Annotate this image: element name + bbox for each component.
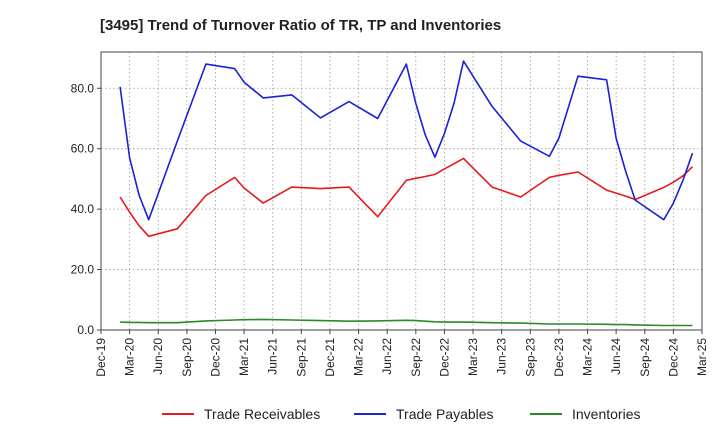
series-line-trade-receivables bbox=[119, 157, 694, 238]
x-tick-label: Jun-21 bbox=[266, 338, 280, 375]
series-lines bbox=[119, 60, 694, 327]
y-axis: 0.0 20.0 40.0 60.0 80.0 bbox=[71, 81, 101, 337]
x-tick-label: Dec-20 bbox=[208, 338, 222, 377]
x-tick-label: Dec-23 bbox=[552, 338, 566, 377]
y-tick-label: 80.0 bbox=[71, 81, 95, 95]
x-tick-label: Jun-22 bbox=[380, 338, 394, 375]
legend-label-trade-payables: Trade Payables bbox=[396, 406, 494, 422]
x-tick-label: Dec-24 bbox=[666, 338, 680, 377]
legend: Trade Receivables Trade Payables Inventori… bbox=[162, 406, 640, 422]
series-line-trade-payables bbox=[119, 60, 694, 221]
y-tick-label: 40.0 bbox=[71, 202, 95, 216]
x-tick-label: Mar-24 bbox=[581, 338, 595, 376]
grid-lines bbox=[101, 52, 702, 330]
x-tick-label: Jun-23 bbox=[495, 338, 509, 375]
x-tick-label: Mar-21 bbox=[237, 338, 251, 376]
y-tick-label: 0.0 bbox=[77, 323, 94, 337]
legend-label-inventories: Inventories bbox=[572, 406, 640, 422]
series-line-inventories bbox=[120, 318, 693, 327]
x-tick-label: Mar-20 bbox=[123, 338, 137, 376]
x-tick-label: Jun-20 bbox=[151, 338, 165, 375]
y-tick-label: 60.0 bbox=[71, 142, 95, 156]
x-tick-label: Mar-23 bbox=[466, 338, 480, 376]
x-tick-label: Dec-21 bbox=[323, 338, 337, 377]
plot-area-frame bbox=[100, 51, 703, 331]
x-tick-label: Sep-21 bbox=[294, 338, 308, 377]
y-tick-label: 20.0 bbox=[71, 263, 95, 277]
legend-label-trade-receivables: Trade Receivables bbox=[204, 406, 320, 422]
x-tick-label: Mar-25 bbox=[695, 338, 709, 376]
x-tick-label: Dec-19 bbox=[94, 338, 108, 377]
chart-title: [3495] Trend of Turnover Ratio of TR, TP… bbox=[100, 17, 501, 34]
x-tick-label: Sep-24 bbox=[638, 338, 652, 377]
x-tick-label: Dec-22 bbox=[437, 338, 451, 377]
x-axis: Dec-19 Mar-20 Jun-20 Sep-20 Dec-20 Mar-21 Jun-… bbox=[94, 330, 709, 377]
x-tick-label: Sep-22 bbox=[409, 338, 423, 377]
x-tick-label: Jun-24 bbox=[609, 338, 623, 375]
x-tick-label: Sep-20 bbox=[180, 338, 194, 377]
x-tick-label: Sep-23 bbox=[523, 338, 537, 377]
x-tick-label: Mar-22 bbox=[352, 338, 366, 376]
